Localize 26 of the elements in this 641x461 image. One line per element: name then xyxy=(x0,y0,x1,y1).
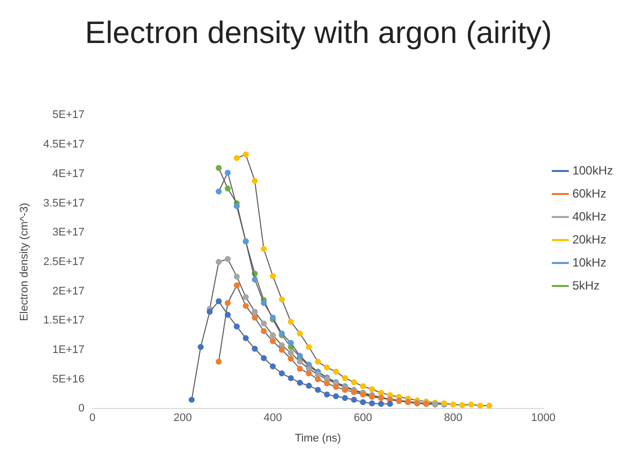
y-tick-label: 5E+16 xyxy=(52,373,84,386)
x-tick-label: 600 xyxy=(354,412,372,424)
y-tick-label: 1.5E+17 xyxy=(43,314,84,327)
y-tick-label: 3.5E+17 xyxy=(43,197,84,210)
legend-label: 5kHz xyxy=(572,278,600,292)
y-tick-label: 5E+17 xyxy=(52,109,84,122)
y-tick-label: 1E+17 xyxy=(52,344,84,356)
y-tick-label: 3E+17 xyxy=(52,226,84,239)
legend-label: 20kHz xyxy=(572,232,606,246)
legend-label: 100kHz xyxy=(572,163,613,178)
y-tick-label: 2.5E+17 xyxy=(43,256,84,268)
legend-label: 40kHz xyxy=(572,209,606,224)
y-axis-title: Electron density (cm^-3) xyxy=(18,202,31,322)
y-tick-label: 2E+17 xyxy=(52,285,84,298)
chart-title: Electron density with argon (airity) xyxy=(85,15,552,50)
x-tick-label: 1000 xyxy=(531,412,556,424)
y-tick-label: 0 xyxy=(78,402,84,415)
legend-label: 10kHz xyxy=(572,255,606,270)
x-tick-label: 200 xyxy=(173,412,192,424)
x-tick-label: 800 xyxy=(444,412,462,424)
y-tick-label: 4.5E+17 xyxy=(43,138,84,151)
x-tick-label: 400 xyxy=(264,412,282,424)
legend-label: 60kHz xyxy=(572,186,606,200)
x-axis-title: Time (ns) xyxy=(294,432,341,444)
x-tick-label: 0 xyxy=(89,412,96,424)
y-tick-label: 4E+17 xyxy=(52,168,84,180)
